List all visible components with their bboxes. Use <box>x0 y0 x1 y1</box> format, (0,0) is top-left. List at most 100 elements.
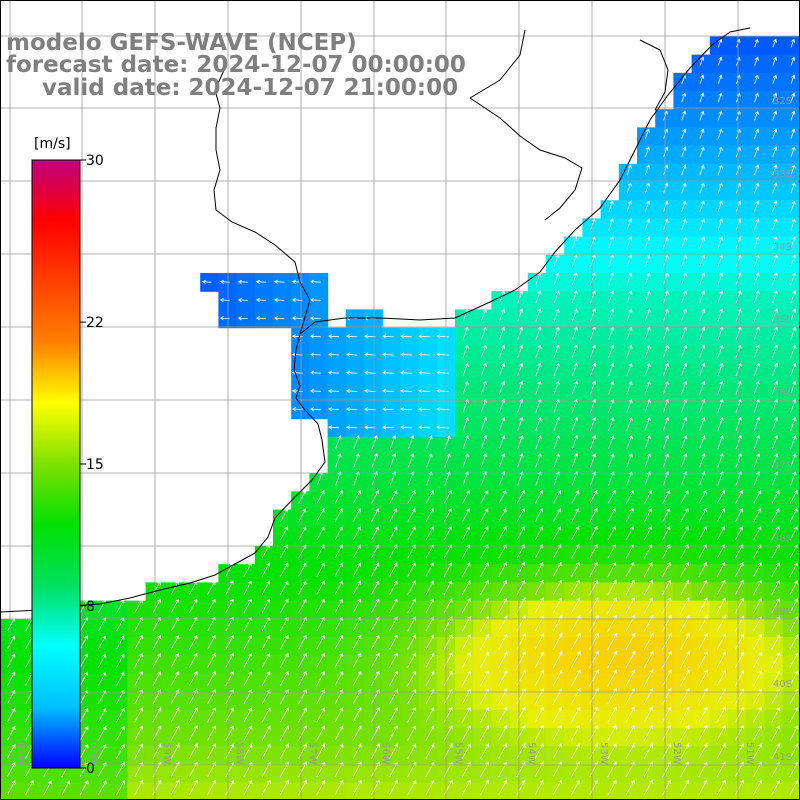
field-cell <box>400 600 420 620</box>
wind-arrow <box>461 779 471 796</box>
field-cell <box>728 546 747 565</box>
wind-arrow <box>571 490 580 504</box>
wind-arrow <box>279 707 289 723</box>
field-cell <box>691 91 711 110</box>
wind-arrow <box>352 562 361 577</box>
field-cell <box>764 546 784 565</box>
field-cell <box>254 709 274 729</box>
field-cell <box>618 655 638 674</box>
wind-arrow <box>243 580 252 595</box>
field-cell <box>691 546 711 565</box>
field-cell <box>764 564 784 583</box>
field-cell <box>618 673 638 693</box>
field-cell <box>600 345 620 365</box>
wind-arrow <box>298 707 307 723</box>
field-cell <box>364 582 383 602</box>
field-cell <box>491 746 511 765</box>
field-cell <box>455 527 474 547</box>
field-cell <box>400 673 420 693</box>
wind-arrow <box>552 761 562 778</box>
wind-arrow <box>310 279 321 284</box>
field-cell <box>691 182 711 201</box>
wind-arrow <box>681 236 687 249</box>
wind-arrow <box>517 416 524 431</box>
wind-arrow <box>328 425 340 430</box>
wind-arrow <box>6 780 16 796</box>
wind-arrow <box>134 743 144 759</box>
wind-arrow <box>789 670 799 687</box>
wind-arrow <box>480 434 488 450</box>
wind-arrow <box>608 236 614 249</box>
field-cell <box>127 673 147 693</box>
wind-arrow <box>590 344 597 358</box>
wind-arrow <box>698 779 708 796</box>
wind-arrow <box>626 362 633 377</box>
wind-arrow <box>261 671 271 686</box>
wind-arrow <box>116 671 125 686</box>
wind-arrow <box>207 598 216 613</box>
wind-arrow <box>316 490 325 504</box>
field-cell <box>600 546 620 565</box>
wind-arrow <box>754 182 760 194</box>
field-cell <box>673 546 693 565</box>
wind-arrow <box>753 743 762 759</box>
field-cell <box>764 345 784 365</box>
field-cell <box>673 163 693 183</box>
model-title: modelo GEFS-WAVE (NCEP) <box>6 30 357 56</box>
wind-arrow <box>680 688 690 705</box>
wind-arrow <box>498 579 507 595</box>
wind-arrow <box>436 352 449 357</box>
wind-arrow <box>772 236 778 249</box>
field-cell <box>673 182 693 201</box>
wind-arrow <box>699 218 705 231</box>
wind-arrow <box>352 743 362 759</box>
field-cell <box>236 691 256 711</box>
field-cell <box>236 564 256 583</box>
wind-arrow <box>589 724 599 741</box>
wind-arrow <box>734 579 744 595</box>
field-cell <box>91 691 110 711</box>
field-cell <box>709 637 729 656</box>
field-cell <box>728 746 747 765</box>
wind-arrow <box>517 434 524 450</box>
wind-arrow <box>699 110 705 121</box>
field-cell <box>728 655 747 674</box>
wind-arrow <box>98 725 107 741</box>
wind-arrow <box>716 688 726 705</box>
wind-arrow <box>152 580 161 595</box>
wind-arrow <box>771 725 781 741</box>
field-cell <box>691 582 711 602</box>
wind-arrows <box>6 38 799 796</box>
wind-arrow <box>772 416 779 431</box>
wind-arrow <box>134 725 144 741</box>
wind-arrow <box>334 580 343 595</box>
field-cell <box>527 600 547 620</box>
wind-arrow <box>681 146 687 158</box>
field-cell <box>673 364 693 383</box>
field-cell <box>618 600 638 620</box>
field-cell <box>728 236 747 256</box>
field-cell <box>327 655 347 674</box>
wind-arrow <box>552 743 562 759</box>
wind-arrow <box>152 652 162 668</box>
field-cell <box>455 691 474 711</box>
wind-arrow <box>225 725 235 741</box>
field-cell <box>637 637 656 656</box>
wind-arrow <box>261 743 271 759</box>
wind-arrow <box>607 724 617 741</box>
wind-arrow <box>243 725 253 741</box>
wind-arrow <box>589 706 599 723</box>
wind-arrow <box>370 616 380 632</box>
field-cell <box>473 546 492 565</box>
wind-arrow <box>680 597 690 614</box>
wind-arrow <box>370 652 380 668</box>
wind-arrow <box>626 416 633 431</box>
wind-arrow <box>370 670 380 686</box>
field-cell <box>200 618 219 638</box>
wind-arrow <box>352 670 362 686</box>
wind-arrow <box>170 580 179 595</box>
field-cell <box>491 582 511 602</box>
field-cell <box>709 709 729 729</box>
wind-arrow <box>552 651 563 669</box>
wind-arrow <box>571 706 581 723</box>
